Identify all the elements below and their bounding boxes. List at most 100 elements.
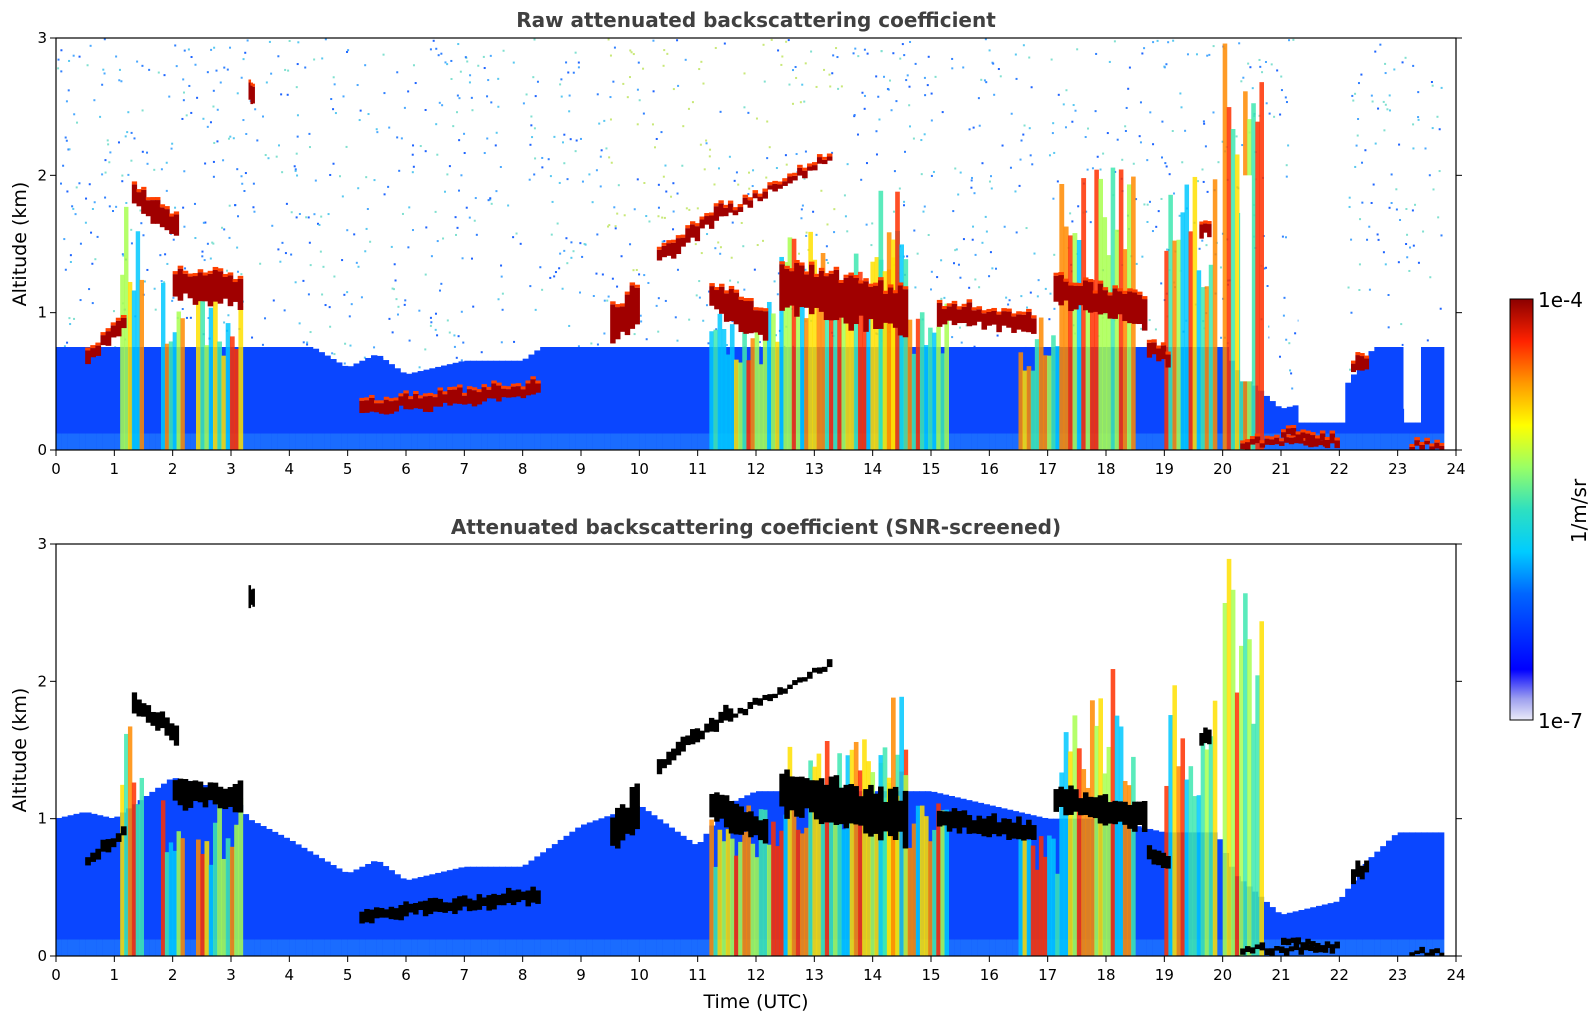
cloud-layer-segment [110,838,117,848]
aerosol-column [1216,347,1224,450]
noise-pixel [530,115,533,118]
surface-aerosol [429,939,436,956]
noise-pixel [825,245,828,248]
cloud-layer-edge [976,306,983,310]
precipitation-streak [1127,785,1132,956]
cloud-layer-edge [222,273,229,277]
cloud-layer-edge [863,278,869,282]
surface-aerosol [621,939,629,956]
noise-pixel [91,207,94,210]
cloud-layer-segment [762,819,769,844]
noise-pixel [1015,231,1018,234]
cloud-layer-segment [742,708,749,716]
cloud-layer-segment [902,289,909,338]
surface-aerosol [645,939,652,956]
cloud-layer-segment [207,782,214,801]
precipitation-streak [829,807,834,956]
cloud-layer-edge [762,188,768,192]
cloud-layer-edge [610,301,616,305]
noise-pixel [513,340,516,343]
precipitation-streak [725,829,731,956]
noise-pixel [91,262,94,265]
y-tick-label: 1 [37,810,47,828]
cloud-layer-segment [753,310,759,333]
cloud-layer-segment [767,185,773,190]
cloud-layer-segment [1203,727,1208,744]
noise-pixel [375,128,378,131]
noise-pixel [522,102,525,105]
noise-pixel [281,171,284,174]
x-tick-label: 6 [401,966,411,984]
noise-pixel [924,94,927,97]
noise-pixel [259,262,262,265]
noise-pixel [1366,238,1369,241]
cloud-layer-segment [177,268,184,301]
precipitation-streak [709,331,714,450]
noise-pixel [579,291,582,294]
noise-pixel [346,229,349,232]
aerosol-column [242,814,250,956]
noise-pixel [221,226,224,229]
panel-title: Attenuated backscattering coefficient (S… [451,515,1061,539]
precipitation-streak [1026,840,1032,956]
surface-aerosol [277,433,285,450]
noise-pixel [210,48,213,51]
cloud-layer-segment [1359,356,1365,371]
aerosol-column [621,347,629,450]
cloud-layer-segment [1127,804,1133,829]
noise-pixel [283,309,286,312]
surface-aerosol [1368,433,1375,450]
precipitation-streak [1164,250,1169,450]
noise-pixel [252,206,255,209]
noise-pixel [1388,94,1391,97]
x-tick-label: 10 [630,460,649,478]
noise-pixel [801,83,804,86]
noise-pixel [930,92,933,95]
noise-pixel [59,182,62,185]
cloud-layer-segment [728,800,735,834]
precipitation-streak [1230,589,1236,956]
noise-pixel [429,316,432,319]
cloud-layer-segment [1132,801,1138,832]
cloud-layer-edge [946,303,953,307]
noise-pixel [91,302,94,305]
precipitation-streak [721,841,727,956]
cloud-layer-segment [505,389,512,398]
cloud-layer-segment [227,787,234,807]
noise-pixel [343,362,346,365]
cloud-layer-edge [680,234,686,238]
cloud-layer-segment [779,264,785,311]
precipitation-streak [234,824,239,956]
noise-pixel [1242,76,1245,79]
noise-pixel [970,179,973,182]
cloud-layer-segment [227,275,234,307]
noise-pixel [1348,196,1351,199]
noise-pixel [551,200,554,203]
noise-pixel [691,101,694,104]
noise-pixel [633,208,636,211]
noise-pixel [455,356,458,359]
noise-pixel [316,222,319,225]
cloud-layer-edge [1107,292,1114,296]
aerosol-column [995,347,1002,450]
surface-aerosol [91,433,98,450]
noise-pixel [923,205,926,208]
cloud-layer-segment [1264,438,1270,445]
x-tick-label: 5 [343,966,353,984]
cloud-layer-edge [207,270,214,274]
noise-pixel [280,93,283,96]
precipitation-streak [221,858,227,956]
noise-pixel [450,59,453,62]
surface-aerosol [551,939,559,956]
cloud-layer-segment [1026,819,1032,840]
cloud-layer-segment [364,400,370,413]
cloud-layer-edge [403,390,409,394]
surface-aerosol [388,433,395,450]
aerosol-column [289,840,296,956]
noise-pixel [962,66,965,69]
noise-pixel [570,241,573,244]
noise-pixel [390,245,393,248]
noise-pixel [143,280,146,283]
cloud-layer-edge [794,259,800,263]
noise-pixel [1358,263,1361,266]
